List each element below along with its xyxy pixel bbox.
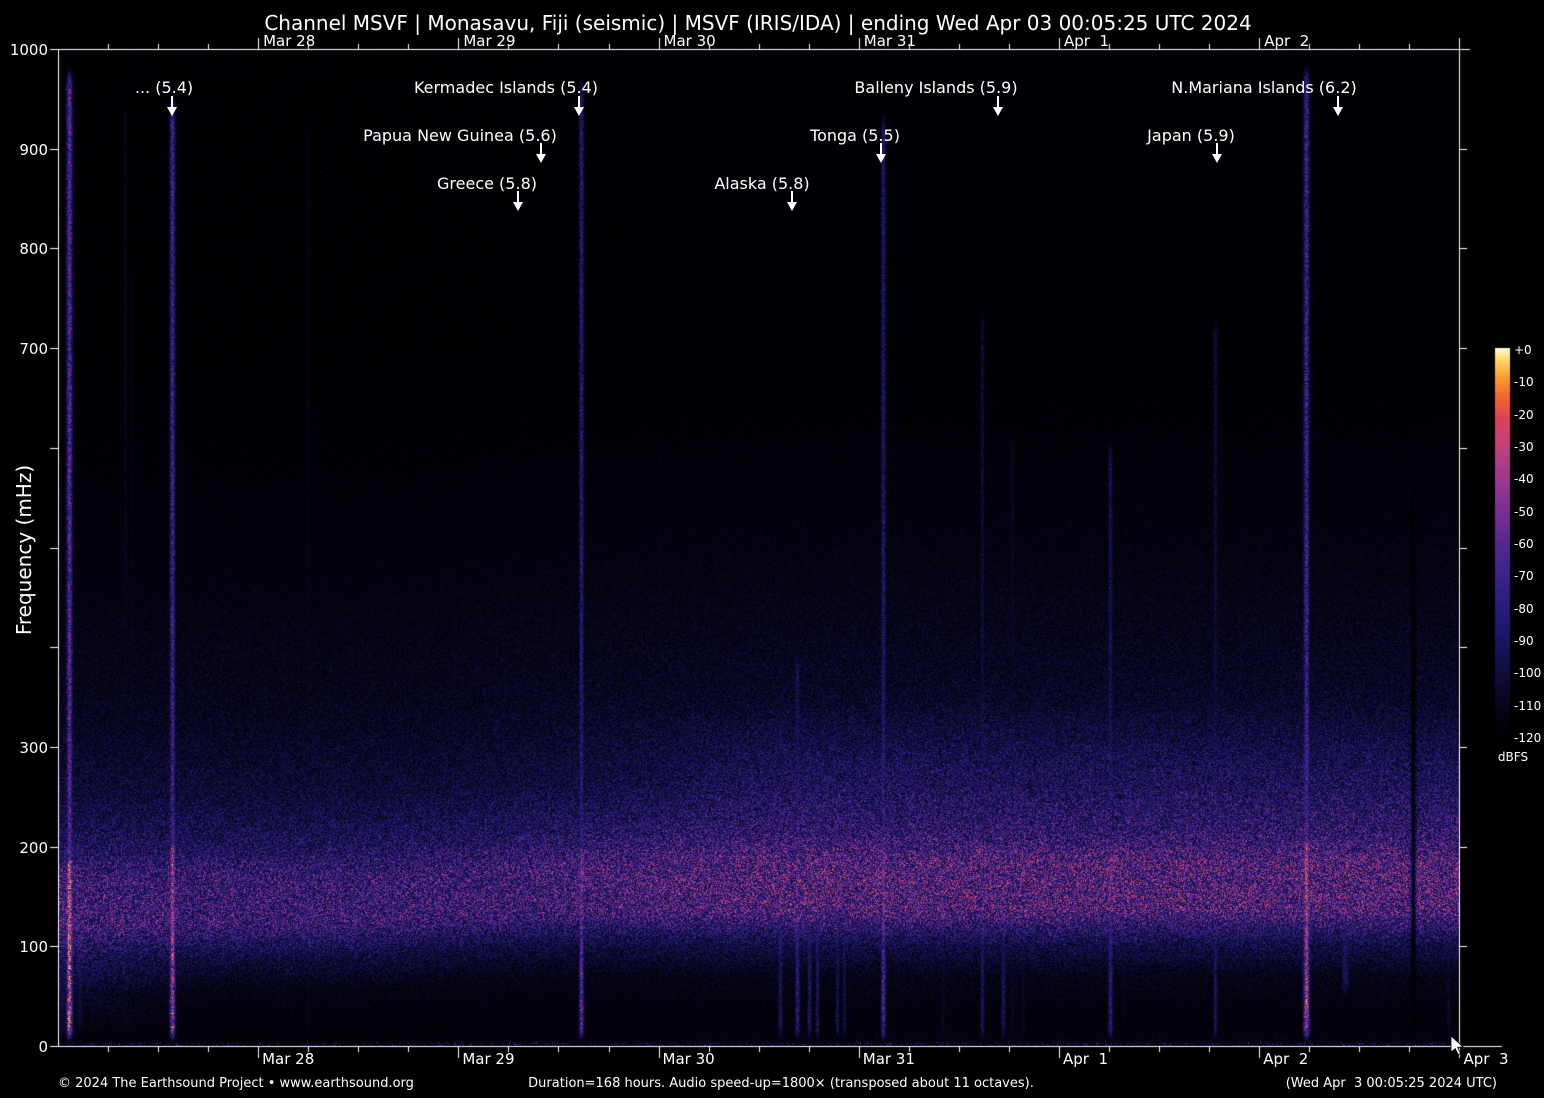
event-label-5: Tonga (5.5) xyxy=(810,126,900,145)
event-label-6: Japan (5.9) xyxy=(1147,126,1235,145)
chart-title: Channel MSVF | Monasavu, Fiji (seismic) … xyxy=(264,11,1252,35)
event-arrow-3 xyxy=(1337,96,1339,107)
event-arrowhead-1 xyxy=(574,107,584,116)
colorbar-tick-label-5: -50 xyxy=(1514,504,1534,519)
event-arrowhead-3 xyxy=(1333,107,1343,116)
y-axis-title: Frequency (mHz) xyxy=(12,464,36,636)
colorbar-tick-label-10: -100 xyxy=(1514,666,1542,681)
colorbar-tick-label-12: -120 xyxy=(1514,731,1542,745)
event-label-3: N.Mariana Islands (6.2) xyxy=(1171,78,1357,97)
x-top-label-3: Mar 30 xyxy=(663,32,716,50)
event-arrow-2 xyxy=(997,96,999,107)
colorbar-tick-label-7: -70 xyxy=(1514,569,1534,584)
colorbar-tick-label-0: +0 xyxy=(1514,343,1532,357)
x-top-label-4: Mar 31 xyxy=(863,32,916,50)
event-arrow-5 xyxy=(880,143,882,154)
footer-timestamp: (Wed Apr 3 00:05:25 2024 UTC) xyxy=(1285,1076,1497,1091)
y-tick-label-900: 900 xyxy=(19,140,48,159)
colorbar-tick-label-6: -60 xyxy=(1514,537,1534,551)
event-label-1: Kermadec Islands (5.4) xyxy=(413,78,599,97)
event-arrowhead-5 xyxy=(876,154,886,163)
x-top-label-2: Mar 29 xyxy=(463,32,516,50)
y-tick-label-100: 100 xyxy=(19,938,48,957)
y-tick-label-200: 200 xyxy=(19,838,48,857)
x-bottom-label-2: Mar 29 xyxy=(462,1050,515,1068)
event-arrowhead-7 xyxy=(513,202,523,211)
colorbar-tick-label-9: -90 xyxy=(1514,634,1534,648)
event-arrow-8 xyxy=(791,191,793,202)
event-arrowhead-4 xyxy=(536,154,546,163)
y-tick-label-700: 700 xyxy=(19,340,48,359)
colorbar-tick-label-3: -30 xyxy=(1514,440,1534,454)
event-arrow-6 xyxy=(1216,143,1218,154)
event-label-8: Alaska (5.8) xyxy=(714,174,810,193)
x-top-label-5: Apr 1 xyxy=(1064,32,1110,50)
event-arrowhead-2 xyxy=(993,107,1003,116)
event-arrow-1 xyxy=(578,96,580,107)
colorbar-tick-label-4: -40 xyxy=(1514,472,1534,487)
y-tick-label-0: 0 xyxy=(38,1038,48,1056)
colorbar-tick-label-2: -20 xyxy=(1514,407,1534,422)
footer-duration: Duration=168 hours. Audio speed-up=1800×… xyxy=(528,1076,1034,1091)
event-arrow-4 xyxy=(540,143,542,154)
colorbar-tick-label-8: -80 xyxy=(1514,601,1534,616)
x-bottom-label-4: Mar 31 xyxy=(862,1050,915,1068)
event-label-0: ... (5.4) xyxy=(134,78,194,97)
colorbar-tick-label-1: -10 xyxy=(1514,375,1534,390)
colorbar-tick-label-11: -110 xyxy=(1514,698,1542,713)
y-tick-label-1000: 1000 xyxy=(9,41,48,59)
event-arrowhead-0 xyxy=(167,107,177,116)
x-bottom-label-3: Mar 30 xyxy=(662,1050,715,1068)
x-bottom-label-7: Apr 3 xyxy=(1463,1050,1509,1068)
event-label-7: Greece (5.8) xyxy=(437,174,537,193)
colorbar-unit-label: dBFS xyxy=(1497,750,1529,764)
x-top-label-6: Apr 2 xyxy=(1264,32,1310,50)
x-bottom-label-5: Apr 1 xyxy=(1063,1050,1109,1068)
event-label-2: Balleny Islands (5.9) xyxy=(854,78,1018,97)
y-tick-label-800: 800 xyxy=(19,240,48,259)
event-arrow-7 xyxy=(517,191,519,202)
event-label-4: Papua New Guinea (5.6) xyxy=(363,126,557,145)
x-top-label-1: Mar 28 xyxy=(263,32,316,50)
event-arrow-0 xyxy=(171,96,173,107)
x-bottom-label-6: Apr 2 xyxy=(1263,1050,1309,1068)
footer-copyright: © 2024 The Earthsound Project • www.eart… xyxy=(58,1076,414,1091)
y-tick-label-300: 300 xyxy=(19,738,48,757)
event-arrowhead-6 xyxy=(1212,154,1222,163)
event-arrowhead-8 xyxy=(787,202,797,211)
x-bottom-label-1: Mar 28 xyxy=(262,1050,315,1068)
mouse-cursor xyxy=(1450,1035,1464,1056)
